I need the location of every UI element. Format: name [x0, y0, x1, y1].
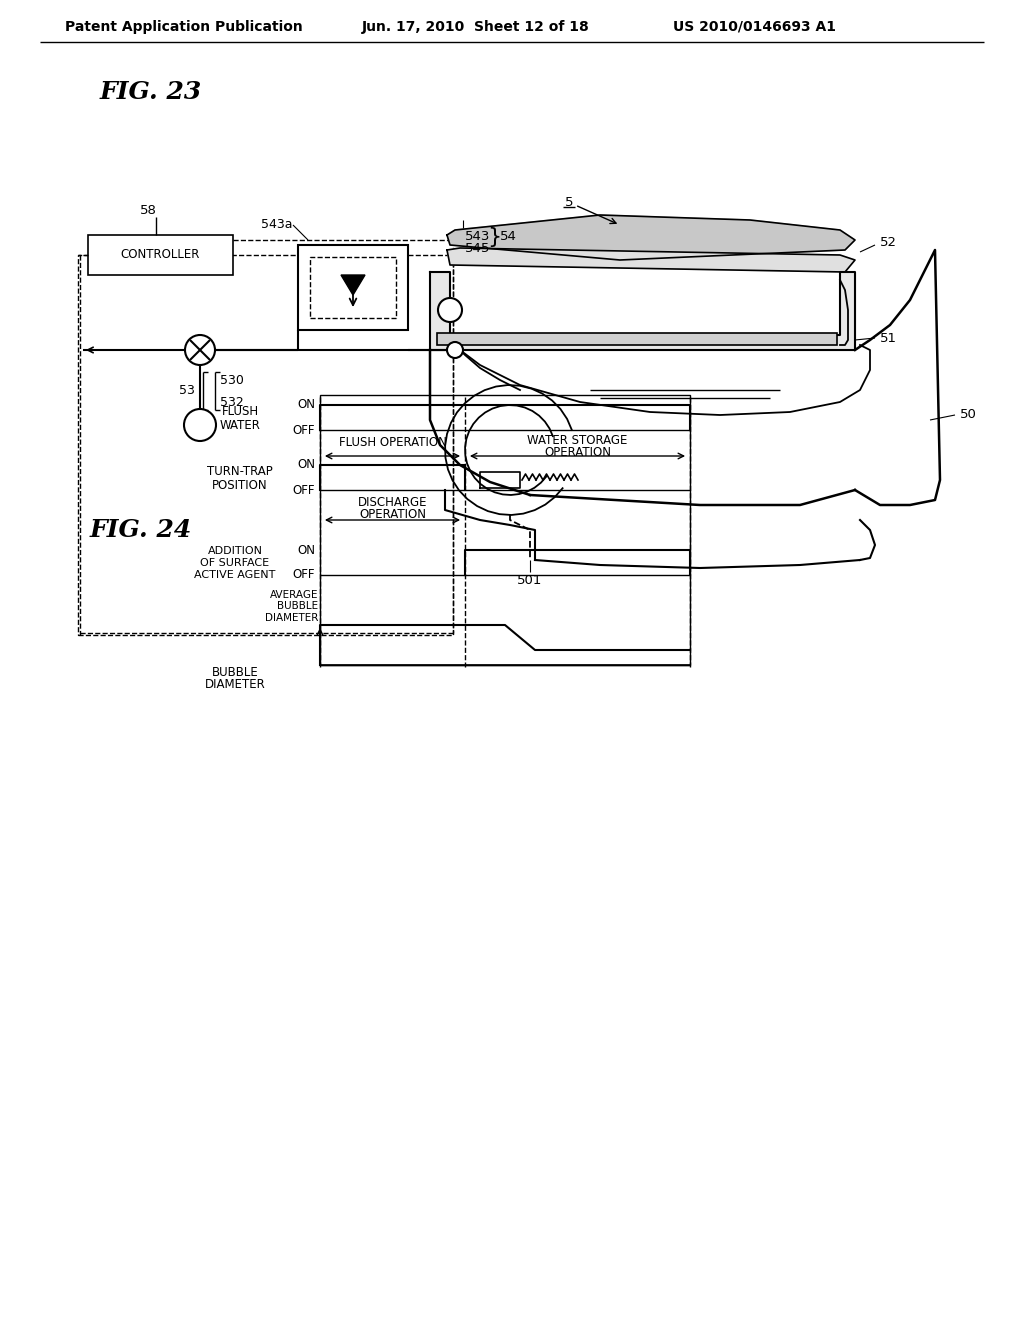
Polygon shape: [341, 275, 365, 294]
Text: TURN-TRAP: TURN-TRAP: [207, 465, 272, 478]
Bar: [298, 246, 408, 330]
Text: WATER: WATER: [219, 418, 260, 432]
Polygon shape: [447, 215, 855, 260]
Text: ON: ON: [297, 399, 315, 412]
Text: 58: 58: [140, 203, 157, 216]
Circle shape: [447, 342, 463, 358]
Circle shape: [185, 335, 215, 366]
Circle shape: [438, 298, 462, 322]
Polygon shape: [430, 272, 855, 350]
Bar: [310, 257, 396, 318]
Text: Patent Application Publication: Patent Application Publication: [65, 20, 303, 34]
Text: 53: 53: [179, 384, 195, 396]
Text: 54: 54: [500, 231, 517, 243]
Text: }: }: [487, 227, 501, 247]
Text: ON: ON: [297, 458, 315, 471]
Text: US 2010/0146693 A1: US 2010/0146693 A1: [673, 20, 836, 34]
Text: OF SURFACE: OF SURFACE: [201, 557, 269, 568]
Text: ON: ON: [297, 544, 315, 557]
Text: 543: 543: [465, 231, 490, 243]
Text: OPERATION: OPERATION: [359, 507, 426, 520]
Text: FIG. 23: FIG. 23: [100, 81, 203, 104]
Text: OFF: OFF: [293, 483, 315, 496]
Text: 501: 501: [517, 573, 543, 586]
Bar: [88, 235, 233, 275]
Text: CONTROLLER: CONTROLLER: [121, 248, 200, 261]
Text: DIAMETER: DIAMETER: [205, 678, 265, 692]
Text: 530: 530: [220, 374, 244, 387]
Text: OFF: OFF: [293, 569, 315, 582]
Text: POSITION: POSITION: [212, 479, 268, 492]
Text: 532: 532: [220, 396, 244, 408]
Bar: [437, 333, 837, 345]
Text: FLUSH: FLUSH: [221, 405, 259, 418]
Text: OPERATION: OPERATION: [544, 446, 611, 458]
Text: 5: 5: [565, 195, 573, 209]
Text: FLUSH OPERATION: FLUSH OPERATION: [339, 436, 446, 449]
Text: AVERAGE
BUBBLE
DIAMETER: AVERAGE BUBBLE DIAMETER: [264, 590, 318, 623]
Text: 545: 545: [465, 242, 490, 255]
Text: OFF: OFF: [293, 424, 315, 437]
Bar: [319, 395, 690, 665]
Text: ACTIVE AGENT: ACTIVE AGENT: [195, 569, 275, 579]
Text: ADDITION: ADDITION: [208, 545, 262, 556]
Text: 51: 51: [880, 331, 897, 345]
Circle shape: [184, 409, 216, 441]
Text: FIG. 24: FIG. 24: [90, 517, 193, 543]
Text: Jun. 17, 2010  Sheet 12 of 18: Jun. 17, 2010 Sheet 12 of 18: [362, 20, 590, 34]
Text: 543a: 543a: [261, 219, 293, 231]
Text: WATER STORAGE: WATER STORAGE: [527, 433, 628, 446]
Text: 50: 50: [961, 408, 977, 421]
Text: BUBBLE: BUBBLE: [212, 667, 258, 680]
Text: 52: 52: [880, 235, 897, 248]
Bar: [78, 255, 453, 635]
Polygon shape: [447, 248, 855, 272]
Text: DISCHARGE: DISCHARGE: [357, 495, 427, 508]
